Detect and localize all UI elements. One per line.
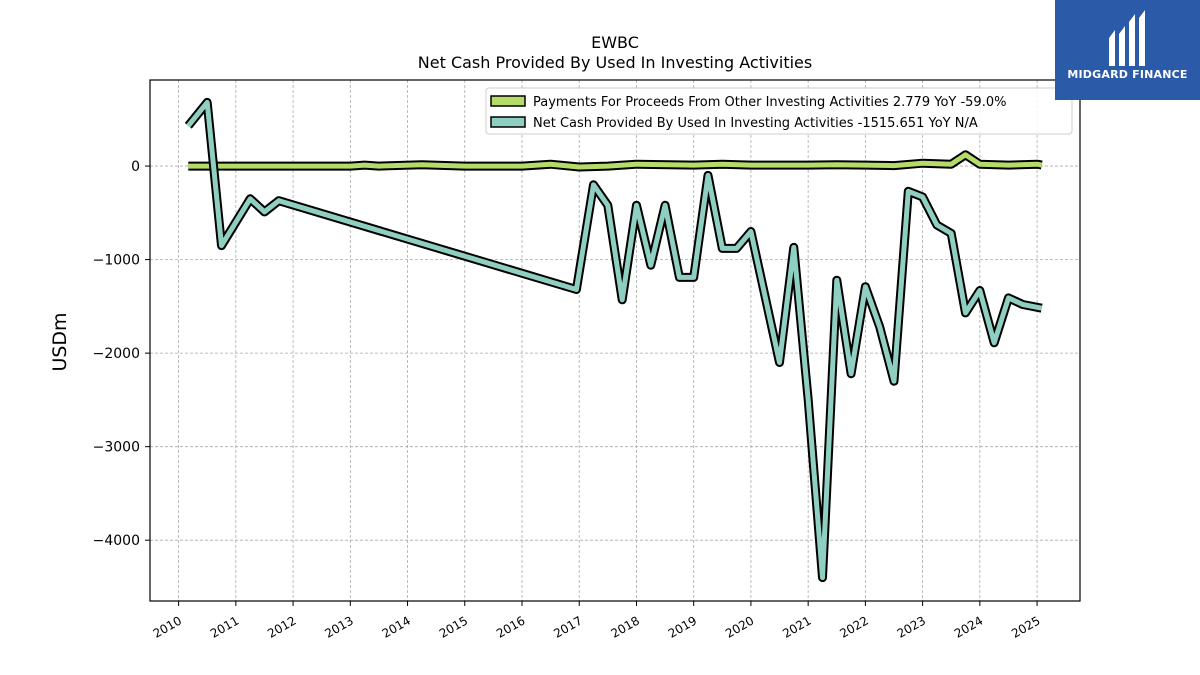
- brand-name: MIDGARD FINANCE: [1067, 68, 1188, 81]
- x-tick-label: 2011: [208, 613, 241, 640]
- x-tick-label: 2021: [780, 613, 813, 640]
- y-tick-label: −4000: [93, 533, 140, 549]
- brand-logo-icon: [1109, 10, 1145, 66]
- series-2-outline: [184, 97, 1043, 583]
- legend: Payments For Proceeds From Other Investi…: [485, 87, 1073, 135]
- x-tick-label: 2012: [265, 613, 298, 640]
- x-tick-label: 2019: [666, 613, 699, 640]
- legend-label: Payments For Proceeds From Other Investi…: [533, 95, 1006, 110]
- x-tick-label: 2017: [551, 613, 584, 640]
- x-tick-label: 2024: [952, 613, 985, 640]
- series-layer: [184, 97, 1043, 583]
- x-tick-label: 2023: [895, 613, 928, 640]
- x-tick-label: 2022: [837, 613, 870, 640]
- chart-title: EWBC: [591, 33, 639, 52]
- plot-frame: [149, 79, 1081, 602]
- x-tick-label: 2016: [494, 613, 527, 640]
- y-tick-label: 0: [131, 159, 140, 175]
- x-tick-label: 2018: [609, 613, 642, 640]
- legend-box: [485, 87, 1073, 135]
- x-tick-label: 2020: [723, 613, 756, 640]
- brand-logo: MIDGARD FINANCE: [1055, 0, 1200, 100]
- series-2-line: [186, 99, 1043, 581]
- x-tick-label: 2013: [322, 613, 355, 640]
- x-tick-label: 2014: [380, 613, 413, 640]
- y-tick-label: −3000: [93, 440, 140, 456]
- x-tick-label: 2010: [151, 613, 184, 640]
- grid: [150, 80, 1080, 601]
- legend-label: Net Cash Provided By Used In Investing A…: [533, 116, 978, 131]
- y-axis-label: USDm: [49, 312, 71, 371]
- legend-swatch: [490, 116, 526, 128]
- y-tick-label: −2000: [93, 346, 140, 362]
- x-tick-label: 2025: [1009, 613, 1042, 640]
- legend-swatch: [490, 95, 526, 107]
- series-1-line: [188, 152, 1043, 170]
- x-tick-label: 2015: [437, 613, 470, 640]
- chart-subtitle: Net Cash Provided By Used In Investing A…: [418, 53, 812, 72]
- y-tick-label: −1000: [93, 253, 140, 269]
